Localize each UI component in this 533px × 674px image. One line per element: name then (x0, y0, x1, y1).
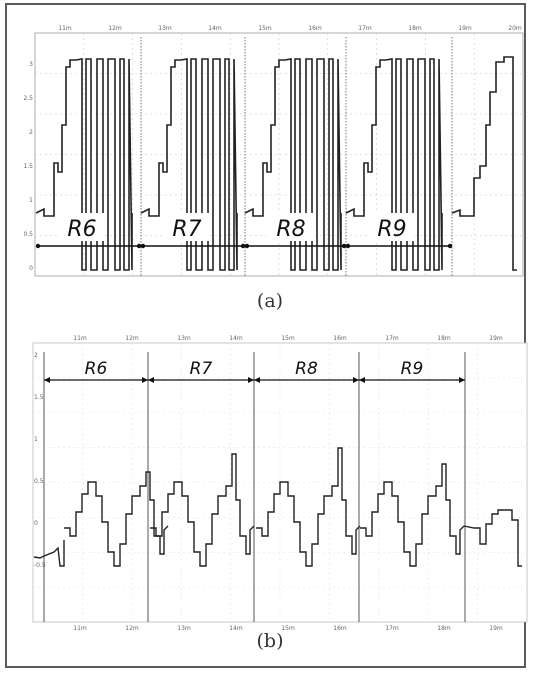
top-tick-label: 15m (281, 335, 295, 342)
region-arrow-head (244, 243, 250, 249)
region-label-r7: R7 (190, 359, 213, 379)
left-tick-label: 1.5 (34, 394, 44, 401)
bottom-tick-label: 13m (177, 625, 191, 632)
region-label-bg (60, 213, 104, 241)
region-arrow-head (240, 243, 246, 249)
left-tick-label: 1.5 (23, 163, 33, 170)
left-tick-label: 3 (29, 61, 33, 68)
left-tick-label: 2.5 (23, 95, 33, 102)
region-label-bg (165, 213, 209, 241)
bottom-tick-label: 17m (385, 625, 399, 632)
top-tick-label: 14m (229, 335, 243, 342)
signal-trace-a (35, 58, 133, 271)
top-tick-label: 13m (177, 335, 191, 342)
bottom-tick-label: 19m (489, 625, 503, 632)
left-tick-label: -0.5 (34, 562, 46, 569)
signal-trace-b (256, 447, 361, 567)
bottom-tick-label: 15m (281, 625, 295, 632)
top-tick-label: 13m (158, 25, 172, 32)
signal-trace-b (64, 471, 169, 567)
signal-trace-a (140, 58, 238, 271)
top-tick-label: 18m (408, 25, 422, 32)
top-tick-label: 16m (308, 25, 322, 32)
region-arrow-head (248, 377, 254, 383)
bottom-tick-label: 12m (125, 625, 139, 632)
region-arrow-head (142, 377, 148, 383)
region-arrow-head (35, 243, 41, 249)
signal-trace-a (244, 58, 342, 271)
region-arrow-head (136, 243, 142, 249)
bottom-tick-label: 11m (73, 625, 87, 632)
region-label-r8: R8 (276, 217, 305, 242)
top-tick-label: 14m (208, 25, 222, 32)
caption-a: (a) (256, 290, 284, 312)
left-tick-label: 0 (29, 265, 33, 272)
region-arrow-head (359, 377, 365, 383)
left-tick-label: 0.5 (34, 478, 44, 485)
region-arrow-head (254, 377, 260, 383)
signal-trace-a (451, 56, 517, 271)
region-arrow-head (140, 243, 146, 249)
region-arrow-head (341, 243, 347, 249)
region-arrow-head (447, 243, 453, 249)
top-tick-label: 19m (458, 25, 472, 32)
region-label-r6: R6 (67, 217, 96, 242)
caption-b: (b) (256, 630, 284, 652)
signal-trace-b (150, 453, 255, 567)
region-label-r9: R9 (377, 217, 406, 242)
region-label-bg (269, 213, 313, 241)
region-arrow-head (44, 377, 50, 383)
left-tick-label: 1 (29, 197, 33, 204)
top-tick-label: 15m (258, 25, 272, 32)
region-label-r8: R8 (295, 359, 318, 379)
region-label-r9: R9 (401, 359, 424, 379)
region-label-r7: R7 (172, 217, 201, 242)
region-label-r6: R6 (85, 359, 108, 379)
bottom-tick-label: 14m (229, 625, 243, 632)
left-tick-label: 2 (34, 352, 38, 359)
bottom-tick-label: 16m (333, 625, 347, 632)
left-tick-label: 2 (29, 129, 33, 136)
top-tick-label: 17m (385, 335, 399, 342)
top-tick-label: 12m (108, 25, 122, 32)
left-tick-label: 1 (34, 436, 38, 443)
region-arrow-head (459, 377, 465, 383)
region-label-bg (370, 213, 414, 241)
region-arrow-head (353, 377, 359, 383)
top-tick-label: 11m (73, 335, 87, 342)
top-tick-label: 18m (437, 335, 451, 342)
signal-trace-b (33, 540, 65, 567)
bottom-tick-label: 18m (437, 625, 451, 632)
region-arrow-head (345, 243, 351, 249)
signal-trace-b (360, 463, 465, 567)
region-arrow-head (148, 377, 154, 383)
top-tick-label: 12m (125, 335, 139, 342)
left-tick-label: 0.5 (23, 231, 33, 238)
top-tick-label: 11m (58, 25, 72, 32)
top-tick-label: 19m (489, 335, 503, 342)
top-tick-label: 20m (508, 25, 522, 32)
left-tick-label: 0 (34, 520, 38, 527)
top-tick-label: 16m (333, 335, 347, 342)
signal-trace-b (463, 509, 522, 567)
top-tick-label: 17m (358, 25, 372, 32)
signal-trace-a (345, 58, 443, 271)
